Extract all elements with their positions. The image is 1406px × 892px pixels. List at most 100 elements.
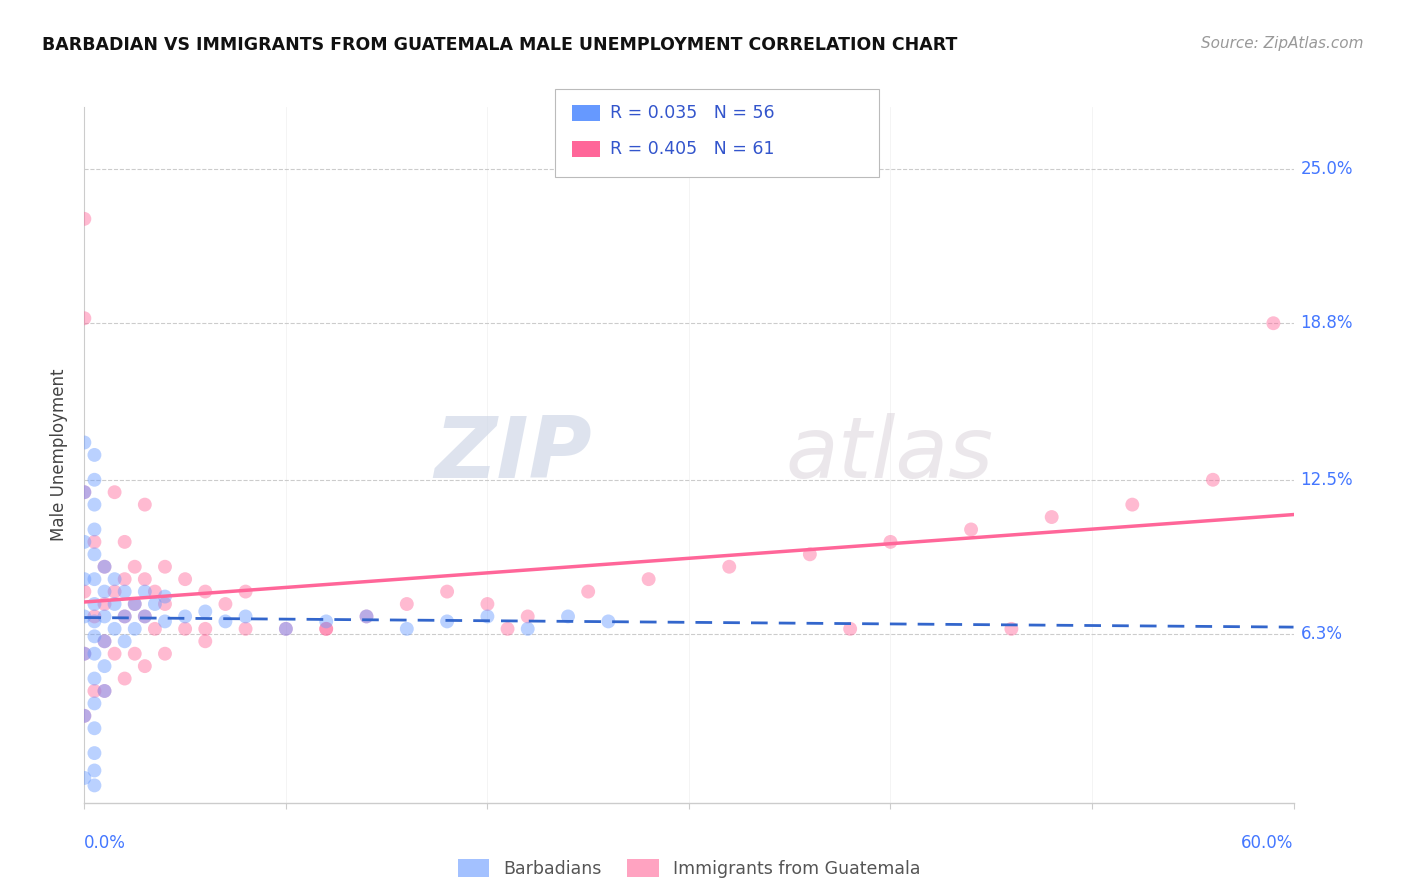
Point [194, 634, 217, 648]
Point [83, 609, 105, 624]
Point [93, 634, 115, 648]
Point [83, 629, 105, 643]
Point [93, 584, 115, 599]
Point [114, 672, 136, 686]
Text: Source: ZipAtlas.com: Source: ZipAtlas.com [1201, 36, 1364, 51]
Text: 0.0%: 0.0% [84, 834, 127, 852]
Point [83, 746, 105, 760]
Point [114, 572, 136, 586]
Point [134, 584, 156, 599]
Point [93, 559, 115, 574]
Point [83, 572, 105, 586]
Point [960, 523, 983, 537]
Point [174, 622, 197, 636]
Point [134, 609, 156, 624]
Point [214, 597, 236, 611]
Point [83, 473, 105, 487]
Text: atlas: atlas [786, 413, 994, 497]
Point [274, 622, 297, 636]
Point [315, 622, 337, 636]
Point [274, 622, 297, 636]
Text: 18.8%: 18.8% [1301, 314, 1353, 332]
Point [598, 615, 620, 629]
Point [93, 684, 115, 698]
Point [235, 609, 257, 624]
Point [124, 647, 146, 661]
Point [93, 597, 115, 611]
Point [477, 609, 499, 624]
Point [93, 609, 115, 624]
Point [637, 572, 659, 586]
Point [114, 609, 136, 624]
Point [134, 659, 156, 673]
Point [104, 572, 127, 586]
Point [83, 684, 105, 698]
Point [104, 597, 127, 611]
Point [214, 615, 236, 629]
Point [83, 547, 105, 561]
Point [83, 778, 105, 792]
Point [516, 609, 538, 624]
Point [194, 622, 217, 636]
Point [73, 708, 96, 723]
Point [114, 584, 136, 599]
Point [73, 534, 96, 549]
Point [576, 584, 599, 599]
Point [143, 622, 166, 636]
Text: 25.0%: 25.0% [1301, 161, 1353, 178]
Point [174, 609, 197, 624]
Point [83, 721, 105, 735]
Point [93, 634, 115, 648]
Point [73, 435, 96, 450]
Point [83, 534, 105, 549]
Text: BARBADIAN VS IMMIGRANTS FROM GUATEMALA MALE UNEMPLOYMENT CORRELATION CHART: BARBADIAN VS IMMIGRANTS FROM GUATEMALA M… [42, 36, 957, 54]
Point [356, 609, 378, 624]
Y-axis label: Male Unemployment: Male Unemployment [51, 368, 69, 541]
Point [557, 609, 579, 624]
Point [93, 659, 115, 673]
Point [395, 597, 418, 611]
Point [114, 609, 136, 624]
Point [114, 634, 136, 648]
Point [194, 605, 217, 619]
Point [153, 559, 176, 574]
Point [153, 615, 176, 629]
Point [143, 597, 166, 611]
Point [839, 622, 862, 636]
Point [134, 609, 156, 624]
Point [315, 622, 337, 636]
Point [114, 534, 136, 549]
Point [153, 647, 176, 661]
Text: 6.3%: 6.3% [1301, 624, 1343, 643]
Text: 12.5%: 12.5% [1301, 471, 1353, 489]
Point [235, 622, 257, 636]
Point [73, 311, 96, 326]
Point [73, 647, 96, 661]
Point [73, 485, 96, 500]
Point [73, 609, 96, 624]
Point [73, 708, 96, 723]
Point [1202, 473, 1225, 487]
Point [73, 211, 96, 226]
Point [73, 572, 96, 586]
Point [143, 584, 166, 599]
Point [104, 584, 127, 599]
Point [356, 609, 378, 624]
Point [1040, 510, 1063, 524]
Point [83, 697, 105, 711]
Point [436, 584, 458, 599]
Point [83, 498, 105, 512]
Point [73, 584, 96, 599]
Point [83, 647, 105, 661]
Point [799, 547, 821, 561]
Text: R = 0.405   N = 61: R = 0.405 N = 61 [610, 140, 775, 158]
Point [436, 615, 458, 629]
Text: ZIP: ZIP [434, 413, 592, 497]
Point [124, 597, 146, 611]
Point [153, 597, 176, 611]
Point [174, 572, 197, 586]
Point [83, 448, 105, 462]
Point [315, 615, 337, 629]
Point [124, 622, 146, 636]
Point [83, 615, 105, 629]
